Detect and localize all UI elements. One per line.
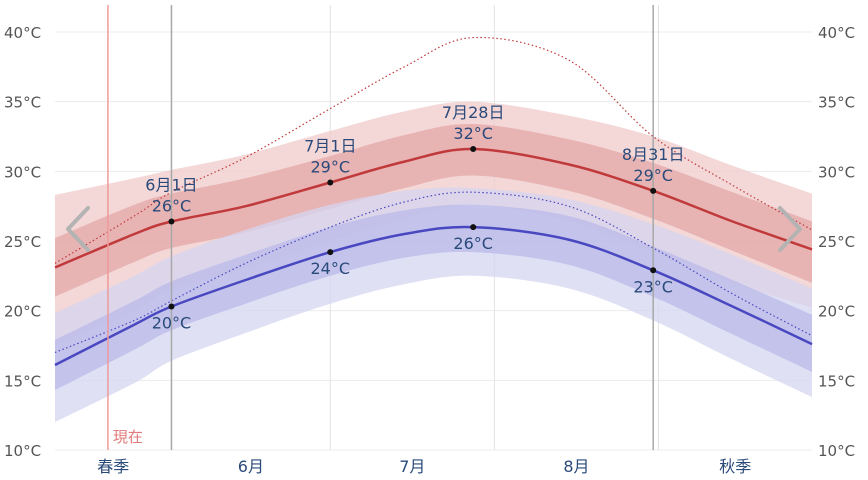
y-tick-left: 15°C (4, 372, 41, 390)
chevron-right-icon[interactable] (778, 206, 802, 252)
annotation-low: 24°C (311, 259, 351, 278)
low-point (650, 267, 657, 274)
annotation-low: 20°C (152, 313, 192, 332)
navigation[interactable] (66, 206, 802, 252)
y-tick-right: 30°C (818, 163, 855, 181)
low-point (327, 249, 334, 256)
inner-band (55, 123, 812, 297)
average-line (54, 147, 813, 269)
chevron-left-icon[interactable] (66, 206, 90, 252)
y-axis-ticks: 10°C 10°C 15°C 15°C 20°C 20°C 25°C 25°C 30°C 30°C… (4, 24, 855, 460)
y-tick-left: 40°C (4, 24, 41, 42)
high-point (168, 218, 175, 225)
annotation-low: 26°C (453, 234, 493, 253)
y-tick-left: 30°C (4, 163, 41, 181)
record-line (54, 191, 813, 354)
month-label: 6月 (238, 457, 264, 476)
high-point (327, 179, 334, 186)
annotation-date: 6月1日 (145, 175, 197, 194)
annotation-date: 7月1日 (304, 136, 356, 155)
y-tick-right: 15°C (818, 372, 855, 390)
y-tick-right: 25°C (818, 233, 855, 251)
annotation-labels: 6月1日 26°C 20°C 7月1日 29°C 24°C 7月28日 32°C 26°C 8月3… (145, 103, 684, 332)
now-label: 現在 (113, 428, 143, 446)
y-tick-right: 10°C (818, 442, 855, 460)
inner-band (55, 204, 812, 391)
high-point (650, 187, 657, 194)
month-label: 春季 (97, 457, 129, 476)
y-tick-left: 35°C (4, 94, 41, 112)
annotation-high: 32°C (453, 124, 493, 143)
annotation-points (168, 146, 657, 310)
low-point (470, 224, 477, 231)
annotation-high: 29°C (633, 166, 673, 185)
average-line (54, 225, 813, 367)
annotation-high: 26°C (152, 196, 192, 215)
annotation-low: 23°C (633, 277, 673, 296)
month-label: 秋季 (719, 457, 751, 476)
high-point (470, 146, 477, 153)
y-tick-right: 35°C (818, 94, 855, 112)
annotation-date: 8月31日 (622, 145, 685, 164)
month-label: 7月 (399, 457, 425, 476)
y-tick-right: 20°C (818, 303, 855, 321)
temperature-lines (54, 36, 813, 367)
x-axis-month-labels: 春季 6月 7月 8月 秋季 (97, 457, 751, 476)
record-line (54, 36, 813, 264)
temperature-bands (55, 101, 812, 423)
y-tick-left: 20°C (4, 303, 41, 321)
y-tick-left: 10°C (4, 442, 41, 460)
y-tick-left: 25°C (4, 233, 41, 251)
month-label: 8月 (563, 457, 589, 476)
annotation-date: 7月28日 (442, 103, 505, 122)
y-tick-right: 40°C (818, 24, 855, 42)
vertical-markers: 現在 (107, 5, 654, 450)
low-point (168, 303, 175, 310)
annotation-high: 29°C (311, 157, 351, 176)
